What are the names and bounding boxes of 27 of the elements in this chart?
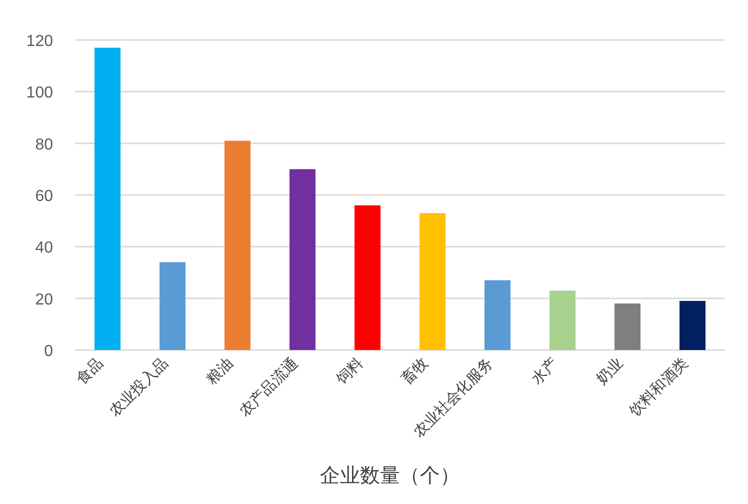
bar: [550, 290, 576, 350]
x-tick-label: 粮油: [202, 354, 236, 388]
bar: [354, 205, 380, 350]
bar: [484, 280, 510, 350]
y-tick-label: 120: [26, 33, 54, 50]
x-tick-label: 水产: [527, 354, 562, 388]
x-tick-label: 奶业: [592, 354, 626, 388]
bar: [224, 140, 250, 350]
bar: [160, 262, 186, 350]
y-tick-label: 40: [35, 240, 54, 257]
y-tick-label: 0: [44, 343, 54, 360]
bar: [680, 300, 706, 350]
x-tick-label: 食品: [72, 354, 106, 388]
x-tick-label: 农产品流通: [236, 354, 302, 420]
y-tick-label: 100: [26, 84, 54, 102]
x-tick-label: 饲料: [332, 354, 366, 389]
x-axis-title: 企业数量（个）: [320, 463, 460, 487]
y-tick-label: 60: [35, 188, 54, 205]
bar: [290, 169, 316, 350]
x-tick-label: 农业投入品: [106, 354, 172, 420]
y-tick-label: 80: [35, 136, 54, 154]
bar: [614, 304, 640, 350]
y-tick-label: 20: [35, 291, 54, 308]
bar: [420, 213, 446, 350]
bar: [94, 48, 120, 350]
x-tick-label: 饮料和酒类: [624, 354, 692, 421]
x-tick-label: 畜牧: [397, 354, 432, 388]
